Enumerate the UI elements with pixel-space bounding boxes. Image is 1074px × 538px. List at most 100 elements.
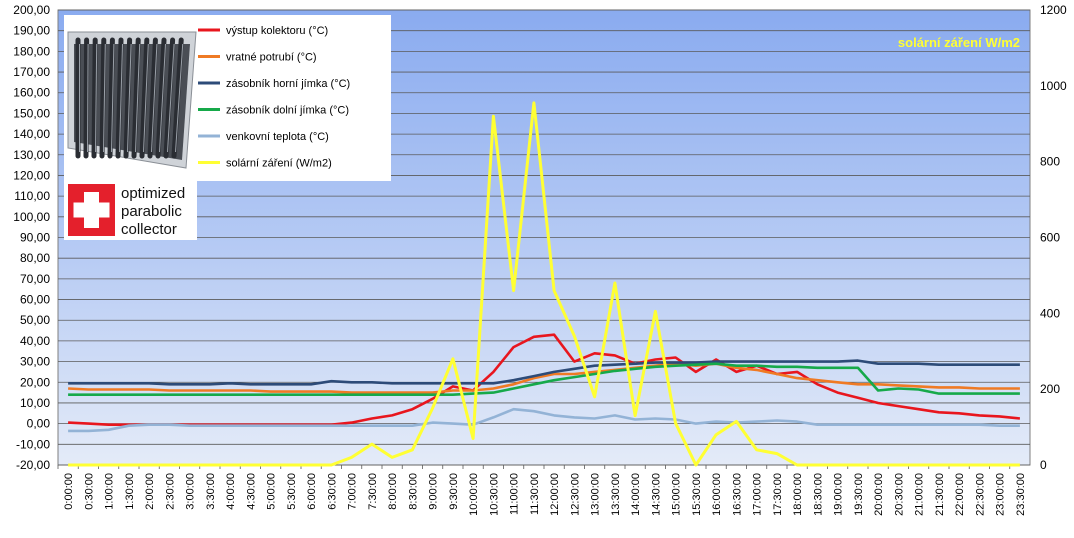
x-tick-label: 14:00:00	[630, 473, 642, 516]
tube-shape	[163, 37, 176, 159]
y-tick-label: 100,00	[13, 210, 50, 224]
tube-highlight	[143, 43, 149, 153]
tube-highlight	[103, 43, 106, 153]
x-tick-label: 23:00:00	[995, 473, 1007, 516]
y2-tick-label: 200	[1040, 382, 1060, 396]
x-tick-label: 20:00:00	[873, 473, 885, 516]
x-tick-label: 2:00:00	[144, 473, 156, 510]
tube-shape	[171, 37, 184, 159]
x-tick-label: 5:30:00	[286, 473, 298, 510]
x-tick-label: 10:00:00	[468, 473, 480, 516]
y-tick-label: 20,00	[20, 375, 50, 389]
tube-shape	[131, 37, 141, 159]
y-tick-label: -10,00	[16, 437, 50, 451]
x-tick-label: 20:30:00	[893, 473, 905, 516]
tube-highlight	[135, 43, 141, 153]
tube-shape	[107, 37, 115, 159]
x-tick-label: 22:30:00	[974, 473, 986, 516]
x-tick-label: 6:30:00	[326, 473, 338, 510]
x-tick-label: 21:30:00	[934, 473, 946, 516]
left-axis: -20,00 -10,00 0,00 10,00 20,00 30,00 40,00 50,0…	[13, 3, 50, 472]
x-tick-label: 18:00:00	[792, 473, 804, 516]
x-tick-label: 5:00:00	[266, 473, 278, 510]
x-tick-label: 8:00:00	[387, 473, 399, 510]
tube-highlight	[151, 43, 158, 153]
y-tick-label: 110,00	[14, 189, 50, 203]
tube-shape	[123, 37, 133, 159]
y-tick-label: 180,00	[13, 44, 50, 58]
x-tick-label: 9:00:00	[428, 473, 440, 510]
y-tick-label: 140,00	[13, 127, 50, 141]
tube-highlight	[119, 43, 123, 153]
x-tick-label: 14:30:00	[650, 473, 662, 516]
y-tick-label: 120,00	[13, 168, 50, 182]
x-tick-label: 17:30:00	[772, 473, 784, 516]
y-tick-label: 130,00	[13, 148, 50, 162]
y-tick-label: -20,00	[16, 458, 50, 472]
y-tick-label: 0,00	[27, 417, 51, 431]
legend: výstup kolektoru (°C) vratné potrubí (°C)…	[64, 15, 391, 181]
series-line-5	[68, 407, 1020, 433]
x-tick-label: 4:00:00	[225, 473, 237, 510]
y-tick-label: 40,00	[20, 334, 50, 348]
y-tick-label: 60,00	[20, 293, 50, 307]
x-tick-label: 0:30:00	[83, 473, 95, 510]
x-tick-label: 15:30:00	[691, 473, 703, 516]
y2-tick-label: 1000	[1040, 79, 1067, 93]
tube-shape	[139, 37, 150, 159]
x-axis: 0:00:00 0:30:00 1:00:00 1:30:00 2:00:00 2:30:…	[57, 465, 1027, 516]
tube-highlight	[175, 43, 184, 153]
y-tick-label: 150,00	[13, 106, 50, 120]
tube-shape	[155, 37, 167, 159]
x-tick-label: 23:30:00	[1015, 473, 1027, 516]
legend-label: zásobník horní jímka (°C)	[226, 78, 350, 90]
series-line-2	[68, 362, 1020, 394]
y-tick-label: 10,00	[20, 396, 50, 410]
series-line-6	[68, 101, 1020, 467]
legend-label: vratné potrubí (°C)	[226, 52, 317, 64]
tube-highlight	[111, 43, 115, 153]
x-tick-label: 13:30:00	[610, 473, 622, 516]
tube-highlight	[167, 43, 175, 153]
tube-highlight	[95, 43, 98, 153]
x-tick-label: 1:30:00	[124, 473, 136, 510]
x-tick-label: 18:30:00	[812, 473, 824, 516]
x-tick-label: 15:00:00	[671, 473, 683, 516]
tube-shape	[147, 37, 158, 159]
x-tick-label: 11:30:00	[529, 473, 541, 515]
tube-highlight	[87, 43, 89, 153]
y2-tick-label: 600	[1040, 231, 1060, 245]
x-tick-label: 19:30:00	[853, 473, 865, 516]
tube-highlight	[159, 43, 166, 153]
y-tick-label: 190,00	[13, 24, 50, 38]
tube-shape	[99, 37, 107, 159]
tube-highlight	[127, 43, 132, 153]
x-tick-label: 12:00:00	[549, 473, 561, 516]
solar-radiation-annotation: solární záření W/m2	[898, 35, 1020, 50]
x-tick-label: 22:00:00	[954, 473, 966, 516]
x-tick-label: 3:30:00	[205, 473, 217, 510]
x-tick-label: 9:30:00	[448, 473, 460, 510]
right-axis: 0 200 400 600 800 1000 1200	[1040, 3, 1067, 472]
x-tick-label: 7:30:00	[367, 473, 379, 510]
series-lines	[68, 101, 1021, 467]
y2-tick-label: 400	[1040, 306, 1060, 320]
legend-label: zásobník dolní jímka (°C)	[226, 105, 349, 117]
y-tick-label: 50,00	[20, 313, 50, 327]
x-tick-label: 21:00:00	[914, 473, 926, 516]
y-tick-label: 200,00	[13, 3, 50, 17]
tube-shape	[91, 37, 98, 159]
logo-line-2: parabolic	[121, 203, 182, 220]
x-tick-label: 19:00:00	[833, 473, 845, 516]
x-tick-label: 8:30:00	[407, 473, 419, 510]
legend-label: solární záření (W/m2)	[226, 158, 332, 170]
x-tick-label: 2:30:00	[164, 473, 176, 510]
y-tick-label: 70,00	[20, 272, 50, 286]
y2-tick-label: 800	[1040, 155, 1060, 169]
x-tick-label: 16:30:00	[731, 473, 743, 516]
logo-line-1: optimized	[121, 185, 185, 202]
y-tick-label: 160,00	[13, 86, 50, 100]
logo-line-3: collector	[121, 221, 177, 238]
